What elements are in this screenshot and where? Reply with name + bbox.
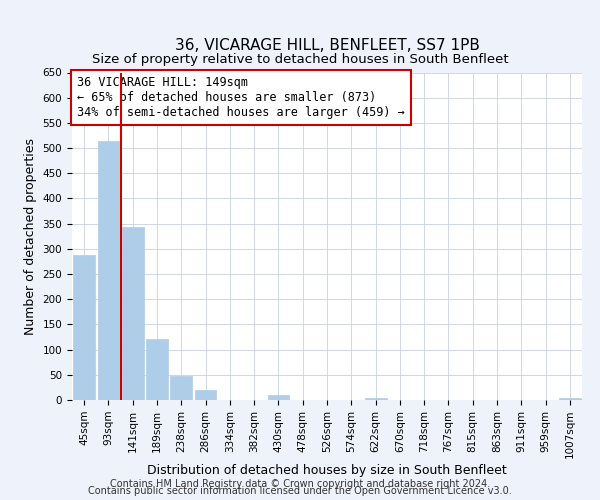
Text: Size of property relative to detached houses in South Benfleet: Size of property relative to detached ho… bbox=[92, 52, 508, 66]
Bar bbox=[122, 227, 143, 400]
Bar bbox=[97, 140, 119, 400]
Text: Contains public sector information licensed under the Open Government Licence v3: Contains public sector information licen… bbox=[88, 486, 512, 496]
Bar bbox=[268, 396, 289, 400]
Text: 36 VICARAGE HILL: 149sqm
← 65% of detached houses are smaller (873)
34% of semi-: 36 VICARAGE HILL: 149sqm ← 65% of detach… bbox=[77, 76, 405, 119]
Text: Contains HM Land Registry data © Crown copyright and database right 2024.: Contains HM Land Registry data © Crown c… bbox=[110, 479, 490, 489]
Bar bbox=[146, 338, 168, 400]
X-axis label: Distribution of detached houses by size in South Benfleet: Distribution of detached houses by size … bbox=[147, 464, 507, 477]
Title: 36, VICARAGE HILL, BENFLEET, SS7 1PB: 36, VICARAGE HILL, BENFLEET, SS7 1PB bbox=[175, 38, 479, 54]
Bar bbox=[73, 256, 95, 400]
Bar bbox=[194, 390, 217, 400]
Y-axis label: Number of detached properties: Number of detached properties bbox=[24, 138, 37, 335]
Bar bbox=[170, 376, 192, 400]
Bar bbox=[365, 398, 386, 400]
Bar bbox=[559, 398, 581, 400]
